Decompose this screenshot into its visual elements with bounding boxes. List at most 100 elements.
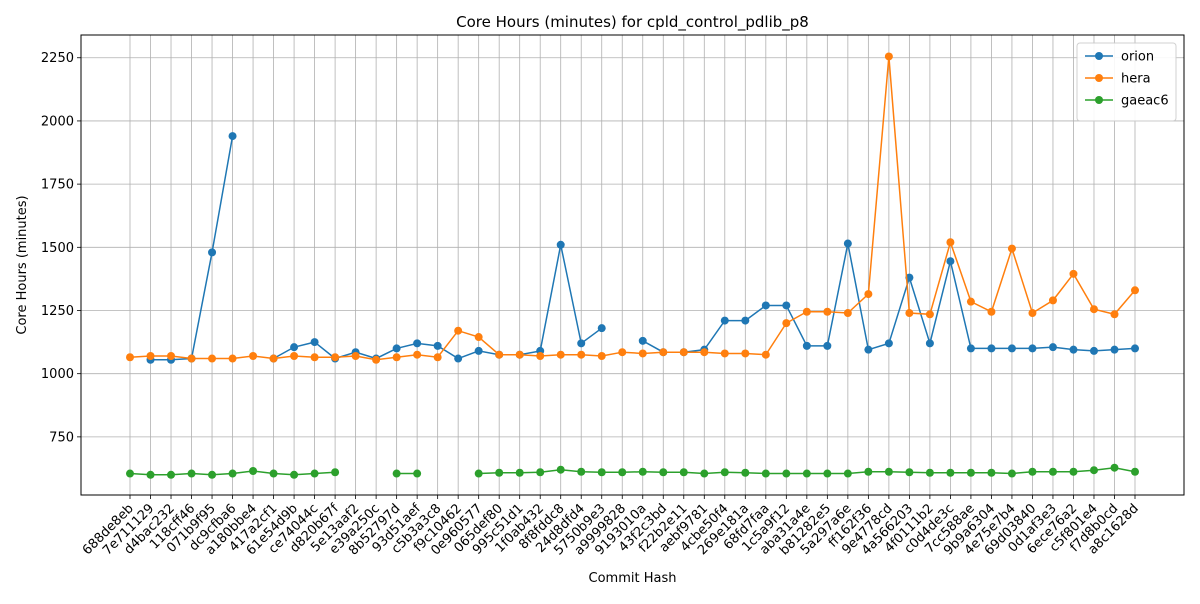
data-point-gaeac6 <box>597 468 606 477</box>
data-point-hera <box>618 348 627 357</box>
data-point-hera <box>659 348 668 357</box>
data-point-hera <box>1028 309 1037 318</box>
data-point-gaeac6 <box>146 470 155 479</box>
data-point-hera <box>966 297 975 306</box>
data-point-hera <box>597 351 606 360</box>
data-point-hera <box>208 354 217 363</box>
data-point-orion <box>392 344 401 353</box>
data-point-hera <box>474 333 483 342</box>
series-line-hera <box>129 56 1136 361</box>
chart-title: Core Hours (minutes) for cpld_control_pd… <box>456 13 809 32</box>
y-tick-label: 1750 <box>41 178 74 193</box>
data-point-hera <box>495 350 504 359</box>
data-point-hera <box>987 307 996 316</box>
data-point-gaeac6 <box>290 470 299 479</box>
data-point-orion <box>966 344 975 353</box>
data-point-gaeac6 <box>208 470 217 479</box>
data-point-hera <box>905 309 914 318</box>
series-layer <box>126 52 1139 479</box>
legend-item-hera: hera <box>1085 72 1151 87</box>
data-point-gaeac6 <box>946 468 955 477</box>
data-point-hera <box>536 351 545 360</box>
data-point-orion <box>433 341 442 350</box>
data-point-orion <box>1007 344 1016 353</box>
data-point-gaeac6 <box>1048 467 1057 476</box>
data-point-hera <box>454 326 463 335</box>
data-point-gaeac6 <box>474 469 483 478</box>
y-tick-label: 1500 <box>41 241 74 256</box>
data-point-orion <box>413 339 422 348</box>
data-point-hera <box>515 350 524 359</box>
data-point-orion <box>310 338 319 347</box>
data-point-gaeac6 <box>823 469 832 478</box>
data-point-gaeac6 <box>310 469 319 478</box>
data-point-orion <box>577 339 586 348</box>
x-axis: 688de8eb7e711129d4bac232118cff46071b9f95… <box>80 495 1142 559</box>
data-point-gaeac6 <box>925 468 934 477</box>
legend-item-orion: orion <box>1085 50 1154 65</box>
data-point-orion <box>1089 346 1098 355</box>
data-point-hera <box>741 349 750 358</box>
data-point-orion <box>1048 343 1057 352</box>
data-point-gaeac6 <box>843 469 852 478</box>
data-point-hera <box>1069 269 1078 278</box>
data-point-gaeac6 <box>577 467 586 476</box>
data-point-hera <box>1048 296 1057 305</box>
data-point-hera <box>167 351 176 360</box>
data-point-orion <box>946 257 955 266</box>
data-point-orion <box>782 301 791 310</box>
data-point-orion <box>228 132 237 141</box>
data-point-hera <box>556 350 565 359</box>
data-point-orion <box>884 339 893 348</box>
data-point-hera <box>720 349 729 358</box>
data-point-orion <box>454 354 463 363</box>
data-point-orion <box>987 344 996 353</box>
y-axis: 750 1000 1250 1500 1750 2000 2250 <box>41 51 81 445</box>
data-point-hera <box>884 52 893 61</box>
data-point-gaeac6 <box>1110 463 1119 472</box>
data-point-orion <box>474 346 483 355</box>
data-point-gaeac6 <box>536 468 545 477</box>
data-point-gaeac6 <box>515 468 524 477</box>
data-point-gaeac6 <box>556 465 565 474</box>
data-point-gaeac6 <box>495 468 504 477</box>
y-tick-label: 750 <box>49 430 74 445</box>
y-tick-label: 1000 <box>41 367 74 382</box>
data-point-hera <box>679 348 688 357</box>
data-point-gaeac6 <box>864 467 873 476</box>
data-point-orion <box>843 239 852 248</box>
data-point-orion <box>638 336 647 345</box>
data-point-gaeac6 <box>802 469 811 478</box>
y-tick-label: 1250 <box>41 304 74 319</box>
data-point-hera <box>946 238 955 247</box>
data-point-gaeac6 <box>187 469 196 478</box>
y-tick-label: 2250 <box>41 51 74 66</box>
data-point-hera <box>782 319 791 328</box>
y-tick-label: 2000 <box>41 114 74 129</box>
data-point-hera <box>249 351 258 360</box>
grid <box>81 35 1184 495</box>
data-point-hera <box>1110 310 1119 319</box>
data-point-orion <box>1028 344 1037 353</box>
data-point-hera <box>761 350 770 359</box>
data-point-hera <box>1131 286 1139 295</box>
plot-frame <box>80 34 1185 496</box>
data-point-hera <box>1007 244 1016 253</box>
data-point-hera <box>1089 305 1098 314</box>
data-point-gaeac6 <box>966 468 975 477</box>
data-point-gaeac6 <box>905 468 914 477</box>
legend-marker <box>1095 52 1103 60</box>
data-point-orion <box>802 341 811 350</box>
legend-item-gaeac6: gaeac6 <box>1085 94 1169 109</box>
data-point-gaeac6 <box>987 468 996 477</box>
data-point-gaeac6 <box>679 468 688 477</box>
data-point-orion <box>1110 345 1119 354</box>
data-point-hera <box>146 351 155 360</box>
data-point-hera <box>126 353 134 362</box>
data-point-hera <box>802 307 811 316</box>
series-hera <box>126 52 1139 364</box>
data-point-gaeac6 <box>392 469 401 478</box>
data-point-hera <box>228 354 237 363</box>
data-point-gaeac6 <box>228 469 237 478</box>
